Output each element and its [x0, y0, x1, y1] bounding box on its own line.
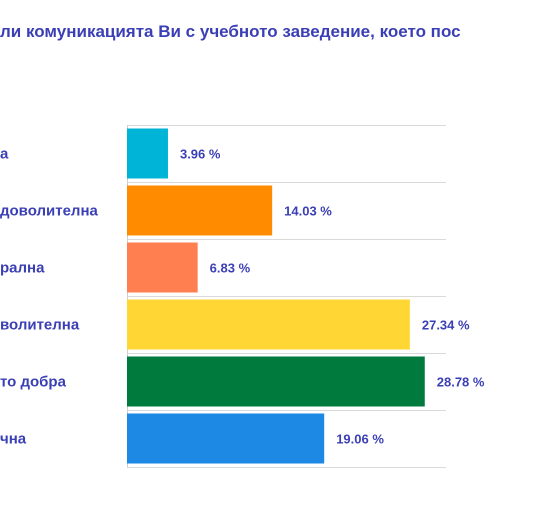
data-label: 3.96 % [180, 147, 221, 162]
data-label: 28.78 % [437, 375, 485, 390]
category-label: волителна [0, 317, 80, 334]
category-label: рална [0, 260, 45, 277]
category-label: чна [0, 431, 27, 448]
bar [127, 128, 168, 179]
bar [127, 242, 198, 293]
data-label: 6.83 % [210, 261, 251, 276]
data-label: 19.06 % [336, 432, 384, 447]
chart-title: ли комуникацията Ви с учебното заведение… [0, 22, 461, 41]
category-label: а [0, 146, 9, 163]
bar [127, 356, 425, 407]
data-label: 27.34 % [422, 318, 470, 333]
bar [127, 299, 410, 350]
category-label: доволителна [0, 203, 99, 220]
bar [127, 413, 325, 464]
data-label: 14.03 % [284, 204, 332, 219]
category-label: то добра [0, 374, 67, 391]
bar [127, 185, 273, 236]
